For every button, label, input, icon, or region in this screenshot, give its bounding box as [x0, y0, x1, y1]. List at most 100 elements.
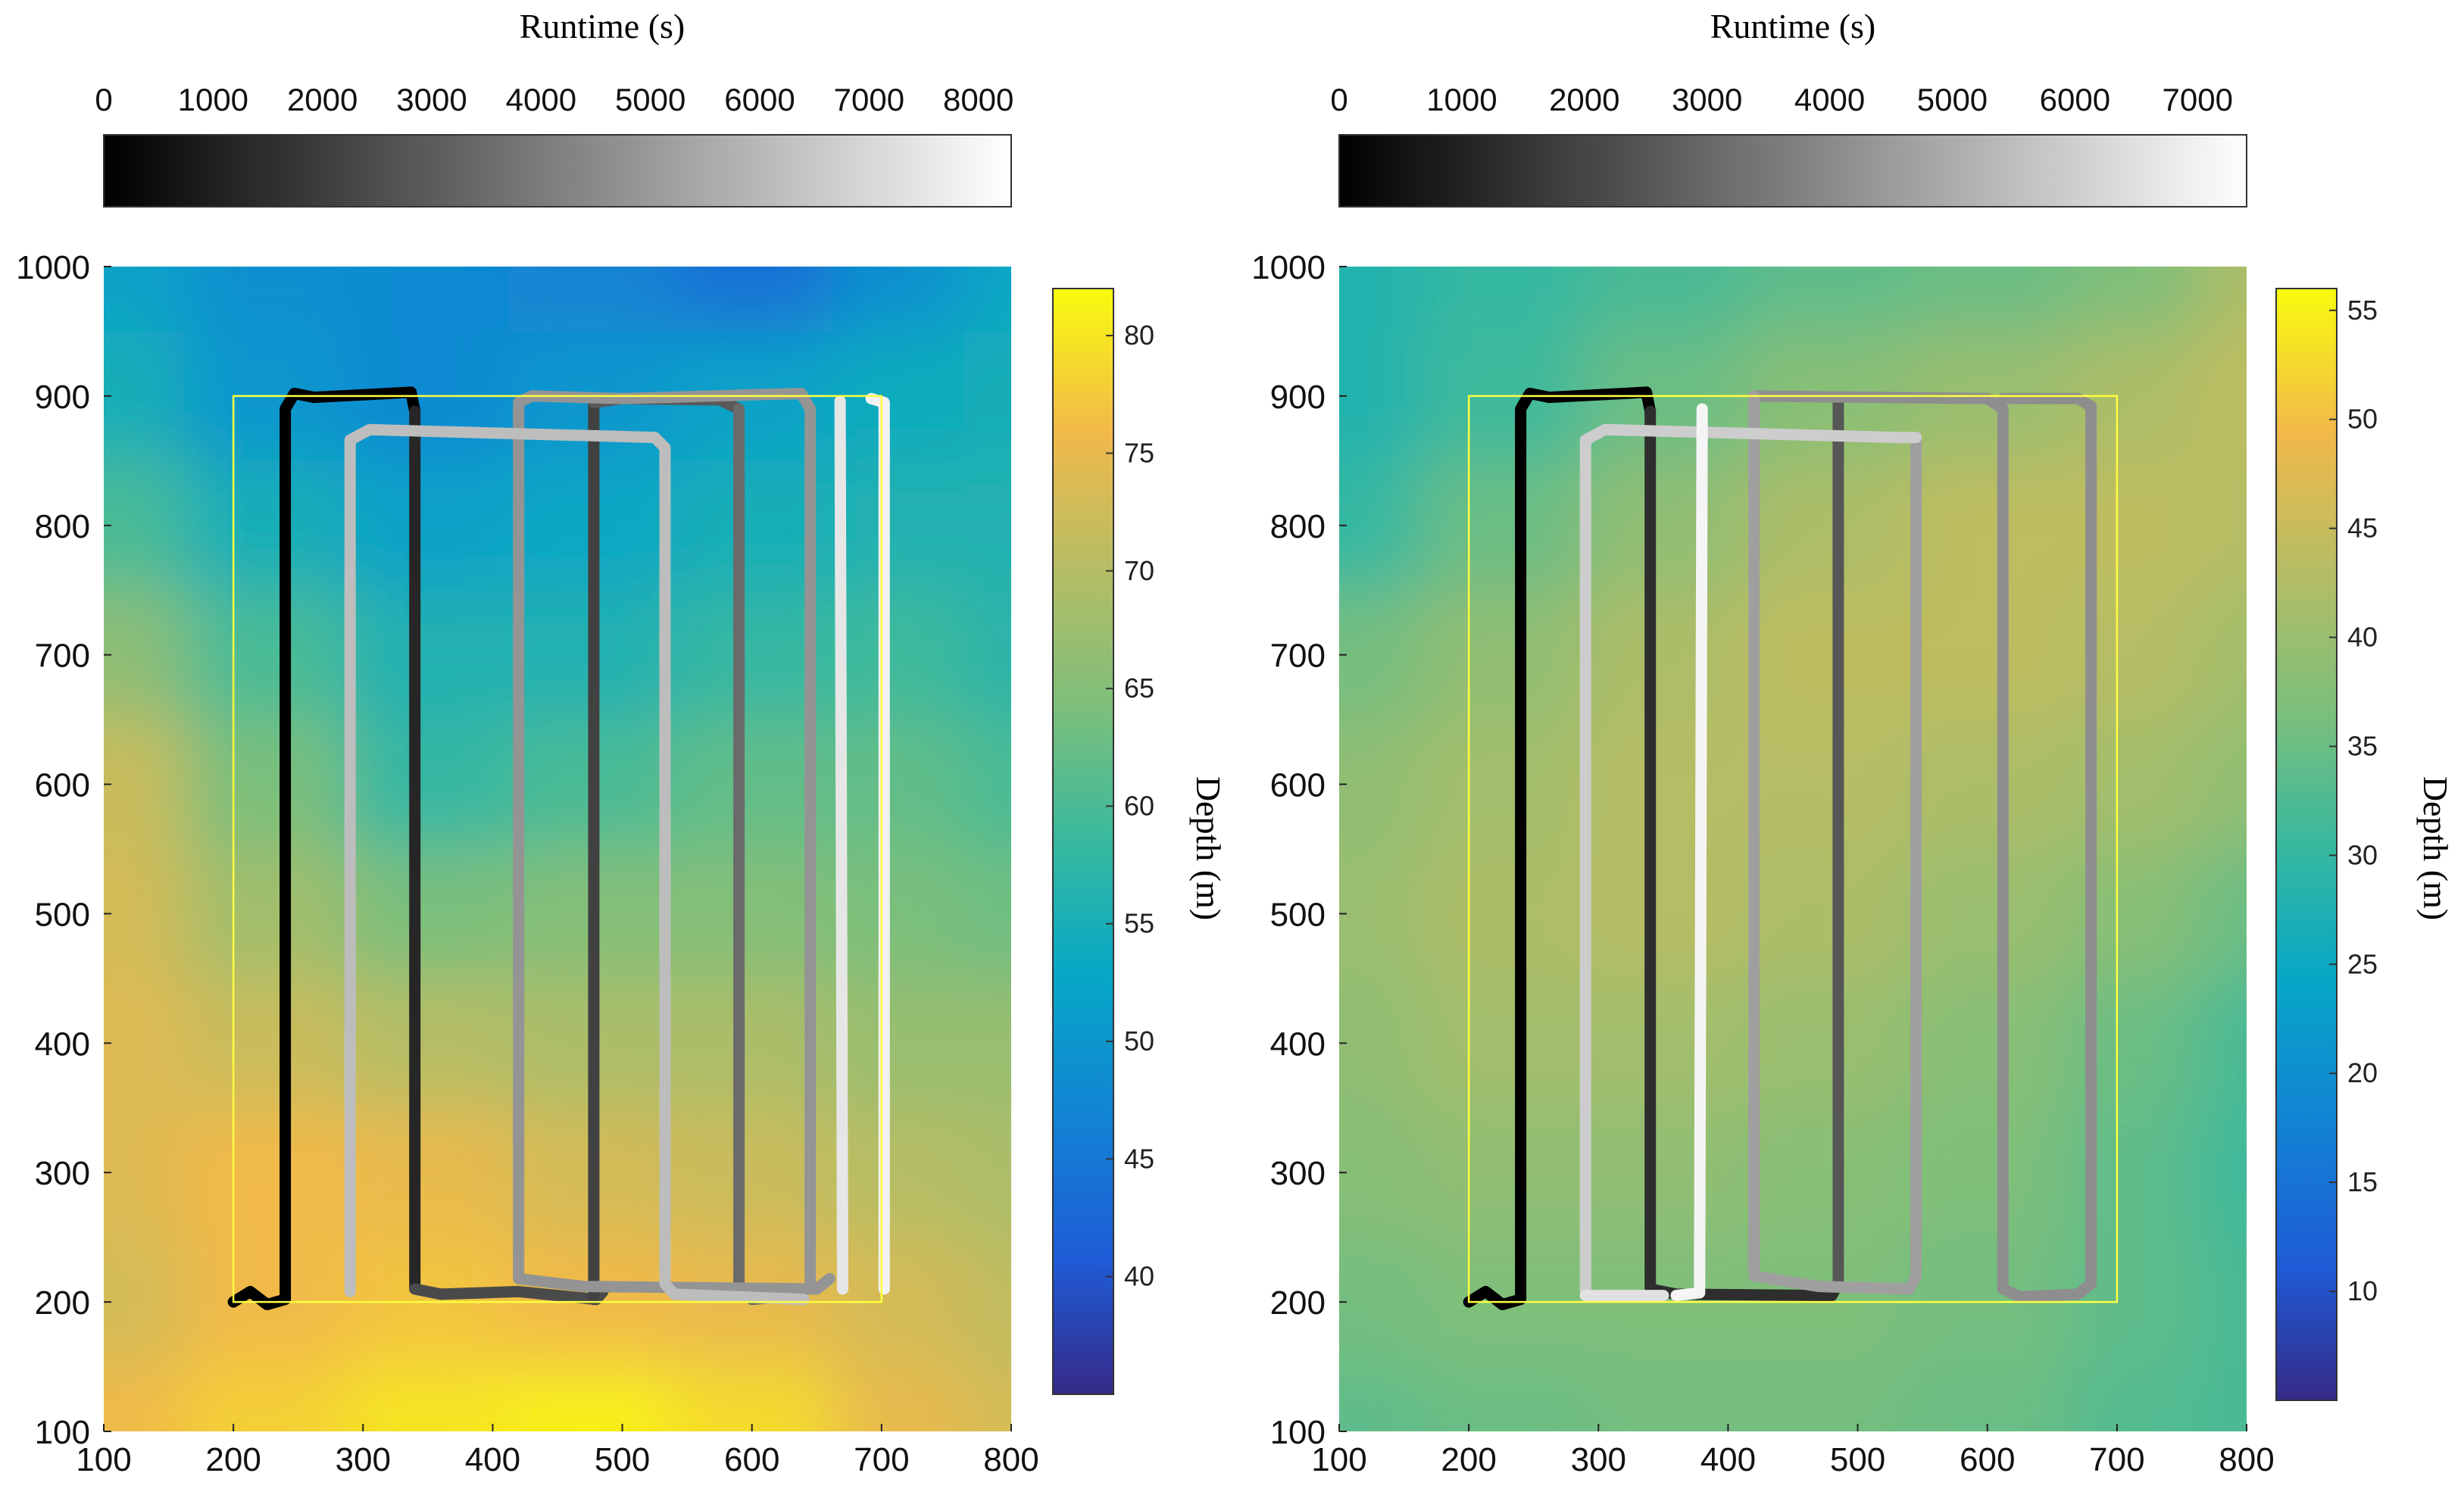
depth-cell [1744, 1107, 1907, 1238]
depth-cell [1339, 1366, 1420, 1431]
x-tick-label: 500 [1830, 1441, 1885, 1478]
depth-cell [2197, 719, 2247, 849]
runtime-tick-label: 6000 [724, 82, 795, 117]
depth-cell [2197, 331, 2247, 461]
depth-cell [1906, 590, 2069, 720]
depth-tick-label: 55 [2347, 295, 2378, 326]
runtime-colorbar-left [103, 134, 1012, 208]
depth-cell [832, 590, 963, 720]
y-tick-label: 500 [1270, 896, 1326, 933]
survey-path-segment [1463, 386, 1657, 1310]
depth-cell [1419, 590, 1582, 720]
depth-cell [962, 1366, 1011, 1431]
depth-cell [1339, 719, 1420, 849]
depth-cell [1339, 1107, 1420, 1238]
depth-cell [962, 849, 1011, 978]
y-tick-label: 900 [35, 379, 90, 416]
depth-cell [346, 460, 509, 591]
depth-cell [1744, 590, 1907, 720]
depth-cell [1906, 719, 2069, 849]
depth-cell [104, 1237, 185, 1367]
depth-cell [1339, 267, 1420, 332]
depth-cell [1339, 849, 1420, 978]
depth-cell [104, 267, 185, 332]
depth-cell [184, 590, 347, 720]
depth-colorbar-label-left: Depth (m) [1189, 776, 1228, 920]
depth-cell [2068, 1366, 2198, 1431]
depth-cell [2068, 267, 2198, 332]
x-tick-label: 400 [465, 1441, 520, 1478]
depth-cell [346, 1366, 509, 1431]
depth-cell [2197, 1107, 2247, 1238]
runtime-colorbar-label-left: Runtime (s) [520, 7, 685, 45]
depth-cell [508, 1366, 671, 1431]
right-panel: Runtime (s) 0 1000 2000 3000 4000 5000 6000 700… [1251, 7, 2455, 1478]
depth-cell [1582, 267, 1744, 332]
runtime-colorbar-ticks-left: 0 1000 2000 3000 4000 5000 6000 7000 8000 [95, 82, 1013, 142]
depth-colorbar-right [2275, 288, 2338, 1401]
depth-tick-label: 25 [2347, 948, 2378, 979]
depth-tick-label: 80 [1124, 320, 1154, 351]
depth-cell [346, 849, 509, 978]
survey-path-segment [513, 388, 835, 1295]
runtime-colorbar-ticks-right: 0 1000 2000 3000 4000 5000 6000 7000 [1330, 82, 2233, 142]
depth-cell [184, 1366, 347, 1431]
axes-left: 100 200 300 400 500 600 700 800 100 200 300 400 500 6… [16, 249, 1039, 1478]
depth-tick-label: 30 [2347, 839, 2378, 870]
depth-cell [1419, 1107, 1582, 1238]
depth-cell [1339, 331, 1420, 461]
runtime-tick-label: 1000 [1426, 82, 1497, 117]
runtime-tick-label: 4000 [506, 82, 576, 117]
survey-path-segment [1748, 390, 1922, 1295]
runtime-tick-label: 6000 [2040, 82, 2110, 117]
depth-cell [1906, 460, 2069, 591]
y-tick-label: 500 [35, 896, 90, 933]
survey-path-left [227, 386, 890, 1310]
depth-cell [1582, 719, 1744, 849]
x-tick-label: 800 [983, 1441, 1038, 1478]
runtime-tick-label: 1000 [178, 82, 248, 117]
depth-cell [184, 719, 347, 849]
depth-cell [2197, 1366, 2247, 1431]
depth-cell [346, 978, 509, 1108]
survey-path-segment [1748, 390, 2097, 1303]
depth-tick-label: 10 [2347, 1275, 2378, 1306]
runtime-tick-label: 0 [95, 82, 112, 117]
depth-tick-label: 45 [1124, 1143, 1154, 1174]
depth-cell [184, 460, 347, 591]
depth-cell [2197, 460, 2247, 591]
depth-cell [104, 719, 185, 849]
depth-cell [1744, 849, 1907, 978]
depth-cell [1419, 267, 1582, 332]
y-tick-label: 800 [1270, 508, 1326, 545]
depth-cell [1906, 978, 2069, 1108]
depth-cell [962, 331, 1011, 461]
x-tick-label: 700 [854, 1441, 909, 1478]
depth-tick-label: 40 [2347, 622, 2378, 653]
y-tick-label: 1000 [1251, 249, 1326, 286]
depth-cell [1582, 1107, 1744, 1238]
x-tick-label: 100 [1311, 1441, 1366, 1478]
depth-cell [962, 978, 1011, 1108]
runtime-tick-label: 7000 [2163, 82, 2233, 117]
runtime-tick-label: 3000 [396, 82, 467, 117]
depth-cell [1906, 1366, 2069, 1431]
depth-cell [104, 849, 185, 978]
depth-cell [508, 267, 671, 332]
depth-cell [962, 460, 1011, 591]
x-tick-label: 500 [595, 1441, 650, 1478]
depth-tick-label: 65 [1124, 673, 1154, 704]
depth-cell [104, 978, 185, 1108]
y-tick-label: 700 [1270, 638, 1326, 675]
depth-cell [1744, 267, 1907, 332]
left-panel: Runtime (s) 0 1000 2000 3000 4000 5000 6000 700… [16, 7, 1228, 1478]
runtime-colorbar-right [1338, 134, 2247, 208]
depth-cell [1419, 460, 1582, 591]
survey-path-segment [1670, 403, 1708, 1302]
runtime-tick-label: 8000 [943, 82, 1013, 117]
survey-path-segment [834, 395, 848, 1295]
depth-tick-label: 60 [1124, 790, 1154, 821]
runtime-tick-label: 2000 [1549, 82, 1619, 117]
depth-cell [832, 849, 963, 978]
depth-cell [670, 267, 833, 332]
